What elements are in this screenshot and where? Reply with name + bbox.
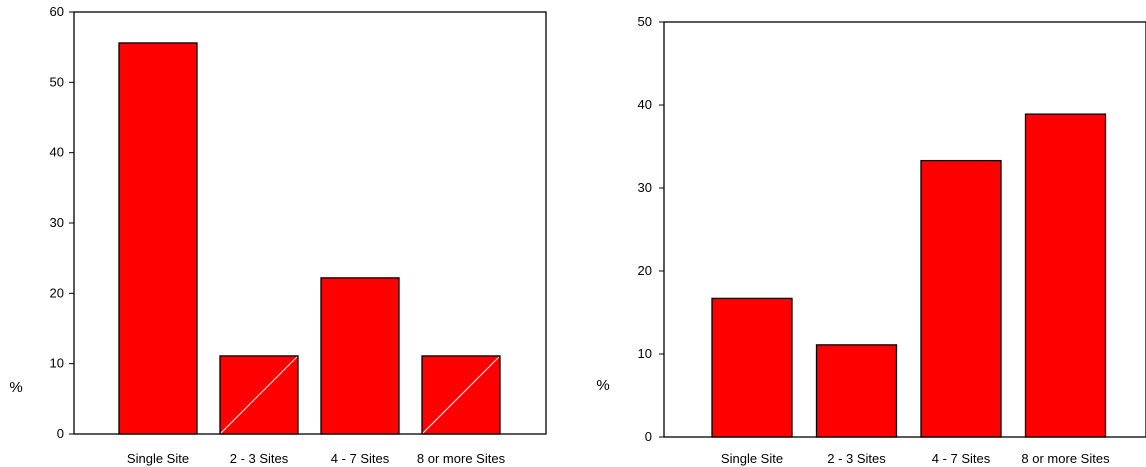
y-tick-label: 0	[57, 426, 64, 441]
y-tick-label: 40	[638, 97, 652, 112]
x-category-label: 4 - 7 Sites	[932, 451, 991, 466]
x-category-label: Single Site	[721, 451, 783, 466]
chart-1: 0 10 20 30 40 50 60 Single Site 2 - 3 Sites 4 - 7…	[9, 4, 547, 466]
x-category-label: 2 - 3 Sites	[827, 451, 886, 466]
bar-diagonal-line	[422, 356, 500, 434]
x-category-label: 2 - 3 Sites	[230, 451, 289, 466]
bar	[118, 42, 198, 435]
y-tick-label: 10	[638, 346, 652, 361]
x-category-label: 8 or more Sites	[1021, 451, 1110, 466]
y-tick-label: 30	[50, 215, 64, 230]
y-tick-label: 10	[50, 356, 64, 371]
bar	[1024, 113, 1107, 438]
y-tick-label: 0	[645, 429, 652, 444]
bar	[815, 344, 898, 438]
y-tick-label: 40	[50, 145, 64, 160]
y-tick-label: 30	[638, 180, 652, 195]
bar	[320, 277, 400, 435]
x-category-label: 4 - 7 Sites	[331, 451, 390, 466]
x-category-label: 8 or more Sites	[417, 451, 506, 466]
bar	[920, 159, 1002, 438]
y-tick-label: 50	[638, 14, 652, 29]
y-tick-label: 20	[50, 285, 64, 300]
y-axis-label: %	[9, 379, 22, 396]
y-tick-label: 20	[638, 263, 652, 278]
bar-diagonal-line	[220, 356, 298, 434]
y-tick-label: 60	[50, 4, 64, 19]
chart-2: 0 10 20 30 40 50 Single Site 2 - 3 Sites 4 - 7 S…	[596, 14, 1146, 466]
y-tick-label: 50	[50, 74, 64, 89]
plot-frame	[663, 21, 1146, 438]
bar	[711, 297, 793, 438]
x-category-label: Single Site	[127, 451, 189, 466]
y-axis-label: %	[596, 377, 609, 394]
